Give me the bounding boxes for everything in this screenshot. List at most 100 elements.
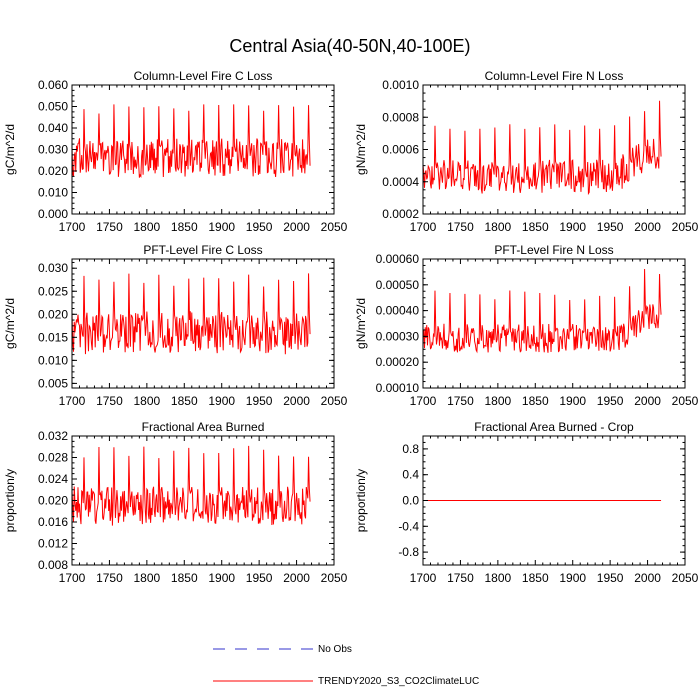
y-tick-label: 0.010: [38, 186, 68, 200]
panel-title: Column-Level Fire C Loss: [134, 69, 273, 83]
x-tick-label: 1700: [410, 220, 437, 234]
y-tick-label: 0.0002: [382, 207, 419, 221]
plot-frame: [71, 258, 335, 389]
y-tick-label: 0.020: [38, 164, 68, 178]
x-tick-label: 1800: [134, 394, 161, 408]
x-tick-label: 1800: [485, 220, 512, 234]
y-tick-label: 0.00030: [376, 329, 420, 343]
x-tick-label: 1900: [559, 571, 586, 585]
y-tick-label: 0.060: [38, 78, 68, 92]
x-tick-label: 1950: [597, 571, 624, 585]
y-tick-label: 0.050: [38, 100, 68, 114]
x-tick-label: 1800: [134, 571, 161, 585]
x-tick-label: 1800: [485, 571, 512, 585]
y-tick-label: 0.00010: [376, 381, 420, 395]
y-tick-label: 0.040: [38, 121, 68, 135]
panel-6: Fractional Area Burned - Crop proportion/…: [354, 420, 699, 585]
x-tick-label: 2000: [283, 220, 310, 234]
x-tick-label: 1900: [559, 394, 586, 408]
y-tick-label: 0.8: [402, 442, 419, 456]
series-line: [422, 268, 662, 354]
x-tick-label: 1950: [246, 394, 273, 408]
y-tick-label: 0.020: [38, 494, 68, 508]
y-tick-label: 0.005: [38, 376, 68, 390]
panel-3: PFT-Level Fire C Loss gC/m^2/d 1700 1750 180…: [3, 243, 348, 408]
x-tick-label: 1750: [447, 571, 474, 585]
series-line: [71, 273, 311, 355]
x-tick-label: 1750: [96, 394, 123, 408]
legend: No Obs TRENDY2020_S3_CO2ClimateLUC: [213, 644, 479, 687]
y-tick-label: 0.0010: [382, 78, 419, 92]
x-tick-label: 1700: [410, 394, 437, 408]
x-tick-label: 1750: [447, 394, 474, 408]
y-tick-label: 0.0008: [382, 110, 419, 124]
y-tick-label: 0.032: [38, 429, 68, 443]
y-axis-label: gC/m^2/d: [3, 298, 17, 349]
x-tick-label: 1800: [134, 220, 161, 234]
x-tick-label: 1950: [246, 220, 273, 234]
x-tick-label: 1900: [559, 220, 586, 234]
y-tick-label: 0.012: [38, 537, 68, 551]
y-tick-label: 0.4: [402, 468, 419, 482]
y-tick-label: -0.8: [398, 545, 419, 559]
panel-2: Column-Level Fire N Loss gN/m^2/d 1700 1750…: [354, 69, 699, 234]
series-line: [422, 100, 662, 196]
x-tick-label: 1700: [59, 220, 86, 234]
panels: Column-Level Fire C Loss gC/m^2/d 1700 1750…: [3, 69, 699, 585]
y-tick-label: 0.024: [38, 472, 68, 486]
y-tick-label: 0.030: [38, 261, 68, 275]
x-tick-label: 1700: [59, 394, 86, 408]
y-tick-label: 0.00020: [376, 355, 420, 369]
y-tick-label: 0.020: [38, 307, 68, 321]
y-tick-label: 0.00040: [376, 304, 420, 318]
x-tick-label: 1900: [208, 571, 235, 585]
panel-title: PFT-Level Fire C Loss: [143, 243, 262, 257]
x-tick-label: 2050: [672, 394, 699, 408]
y-tick-label: 0.008: [38, 558, 68, 572]
y-tick-label: 0.0: [402, 494, 419, 508]
legend-label-trendy: TRENDY2020_S3_CO2ClimateLUC: [318, 676, 479, 687]
panel-title: Column-Level Fire N Loss: [485, 69, 624, 83]
x-tick-label: 1950: [246, 571, 273, 585]
y-tick-label: 0.016: [38, 515, 68, 529]
y-tick-label: 0.028: [38, 451, 68, 465]
x-tick-label: 1900: [208, 220, 235, 234]
x-tick-label: 2050: [321, 220, 348, 234]
y-tick-label: 0.030: [38, 143, 68, 157]
y-tick-label: 0.0004: [382, 175, 419, 189]
y-axis-label: gN/m^2/d: [354, 124, 368, 175]
x-tick-label: 2000: [634, 220, 661, 234]
y-axis-label: gN/m^2/d: [354, 298, 368, 349]
y-axis-label: gC/m^2/d: [3, 124, 17, 175]
x-tick-label: 1850: [522, 571, 549, 585]
legend-label-no-obs: No Obs: [318, 644, 352, 655]
panel-title: Fractional Area Burned: [142, 420, 265, 434]
y-tick-label: 0.015: [38, 330, 68, 344]
panel-1: Column-Level Fire C Loss gC/m^2/d 1700 1750…: [3, 69, 348, 234]
x-tick-label: 1750: [96, 220, 123, 234]
y-tick-label: -0.4: [398, 519, 419, 533]
x-tick-label: 1950: [597, 220, 624, 234]
x-tick-label: 1900: [208, 394, 235, 408]
x-tick-label: 2050: [321, 394, 348, 408]
x-tick-label: 2000: [283, 571, 310, 585]
x-tick-label: 1750: [447, 220, 474, 234]
main-title: Central Asia(40-50N,40-100E): [229, 36, 470, 56]
x-tick-label: 2050: [321, 571, 348, 585]
x-tick-label: 1700: [59, 571, 86, 585]
x-tick-label: 2000: [634, 571, 661, 585]
x-tick-label: 1850: [171, 220, 198, 234]
x-tick-label: 1700: [410, 571, 437, 585]
x-tick-label: 1850: [171, 394, 198, 408]
y-tick-label: 0.000: [38, 207, 68, 221]
x-tick-label: 1950: [597, 394, 624, 408]
panel-5: Fractional Area Burned proportion/y 1700 17…: [3, 420, 348, 585]
x-tick-label: 1850: [171, 571, 198, 585]
y-tick-label: 0.00060: [376, 252, 420, 266]
x-tick-label: 1850: [522, 220, 549, 234]
panel-4: PFT-Level Fire N Loss gN/m^2/d 1700 1750 180…: [354, 243, 699, 408]
series-line: [71, 445, 311, 526]
y-tick-label: 0.00050: [376, 278, 420, 292]
y-tick-label: 0.025: [38, 284, 68, 298]
x-tick-label: 2000: [634, 394, 661, 408]
